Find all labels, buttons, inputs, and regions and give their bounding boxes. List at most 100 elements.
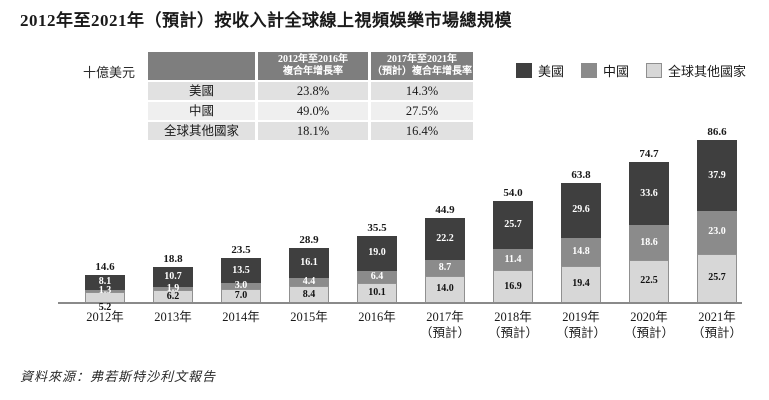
bar-segment-value: 10.1 [368,287,386,299]
x-axis-line [58,302,742,304]
bar-segment-ot: 5.2 [85,292,125,313]
x-axis-tick-label: 2016年 [343,309,411,325]
bar-segment-us: 22.2 [425,218,465,260]
bar-segment-value: 37.9 [708,169,726,181]
table-value-cell: 18.1% [258,122,368,140]
bar-segment-ot: 7.0 [221,288,261,302]
bar-segment-value: 25.7 [504,219,522,231]
bar-segment-value: 11.4 [504,253,522,265]
bar-segment-ot: 19.4 [561,265,601,302]
forecast-label: （預計） [487,326,538,340]
bar-segment-value: 8.1 [98,276,112,288]
year-label: 2015年 [290,310,328,324]
table-value-cell: 14.3% [371,82,473,100]
bar-total-label: 86.6 [707,126,727,139]
forecast-label: （預計） [419,326,470,340]
bar-total-label: 44.9 [435,204,455,217]
bar-total-label: 18.8 [163,252,183,265]
bar-segment-value: 4.4 [302,276,316,288]
bar-segment-us: 33.6 [629,162,669,226]
bar-segment-value: 3.0 [234,280,248,292]
bar-segment-value: 19.4 [572,278,590,290]
bar-segment-ot: 6.2 [153,290,193,302]
table-value-cell: 23.8% [258,82,368,100]
stacked-bar-2018年: 54.0 25.7 11.4 16.9 [479,188,547,302]
stacked-bar-2012年: 14.6 8.1 1.3 5.2 [71,260,139,313]
bar-segment-ot: 16.9 [493,270,533,302]
table-value-cell: 16.4% [371,122,473,140]
bar-total-label: 28.9 [299,233,319,246]
bar-segment-us: 16.1 [289,247,329,279]
chart-legend: 美國 中國 全球其他國家 [516,61,746,80]
cagr-table: 2012年至2016年 複合年增長率 2017年至2021年 （預計）複合年增長率 美國… [148,52,473,140]
x-axis-tick-label: 2020年 （預計） [615,309,683,341]
forecast-label: （預計） [555,326,606,340]
legend-label: 全球其他國家 [668,64,747,79]
stacked-bar-2013年: 18.8 10.7 1.9 6.2 [139,252,207,302]
bar-segment-value: 14.8 [572,245,590,257]
table-value-cell: 27.5% [371,102,473,120]
table-row-label: 美國 [148,82,255,100]
bar-segment-cn: 1.9 [153,283,193,293]
table-corner-cell [148,52,255,80]
bar-segment-cn: 4.4 [289,276,329,288]
legend-label: 美國 [538,64,565,79]
bar-segment-value: 23.0 [708,226,726,238]
table-value-cell: 49.0% [258,102,368,120]
bar-segment-us: 25.7 [493,201,533,250]
bar-segment-value: 25.7 [708,272,726,284]
bar-segment-cn: 11.4 [493,249,533,271]
legend-swatch-cn [581,63,598,78]
stacked-bar-2015年: 28.9 16.1 4.4 8.4 [275,233,343,302]
bar-segment-value: 19.0 [368,247,386,259]
bar-segment-cn: 6.4 [357,271,397,284]
bar-segment-value: 8.7 [438,261,452,273]
bar-segment-cn: 23.0 [697,210,737,254]
bar-segment-value: 6.2 [166,290,180,302]
legend-label: 中國 [603,64,630,79]
legend-swatch-us [516,63,532,78]
bar-segment-value: 8.4 [302,288,316,300]
bar-total-label: 35.5 [367,221,387,234]
x-axis-tick-label: 2021年 （預計） [683,309,751,341]
bar-total-label: 23.5 [231,244,251,257]
bar-segment-value: 18.6 [640,236,658,248]
stacked-bar-2021年: 86.6 37.9 23.0 25.7 [683,127,751,302]
legend-item-ot: 全球其他國家 [646,61,746,80]
bar-segment-ot: 10.1 [357,283,397,302]
table-row-label: 全球其他國家 [148,122,255,140]
bar-segment-value: 1.3 [98,285,112,297]
year-label: 2014年 [222,310,260,324]
bar-segment-value: 22.5 [640,275,658,287]
bar-segment-value: 6.4 [370,271,384,283]
bar-segment-value: 16.9 [504,280,522,292]
bar-segment-ot: 25.7 [697,253,737,302]
bar-segment-value: 13.5 [232,264,250,276]
x-axis-tick-label: 2014年 [207,309,275,325]
bar-total-label: 14.6 [95,260,115,273]
bar-segment-value: 14.0 [436,283,454,295]
bar-segment-cn: 14.8 [561,238,601,266]
bar-total-label: 74.7 [639,148,659,161]
bar-segment-value: 33.6 [640,187,658,199]
legend-swatch-ot [646,63,663,78]
chart-title: 2012年至2021年（預計）按收入計全球線上視頻娛樂市場總規模 [20,11,512,30]
forecast-label: （預計） [623,326,674,340]
bar-segment-us: 19.0 [357,235,397,272]
year-label: 2021年 [698,310,736,324]
bar-segment-cn: 18.6 [629,225,669,260]
bar-segment-value: 5.2 [98,302,112,313]
bar-segment-value: 10.7 [164,270,182,282]
x-axis-tick-label: 2012年 [71,309,139,325]
bar-segment-cn: 3.0 [221,280,261,292]
x-axis-tick-label: 2019年 （預計） [547,309,615,341]
legend-item-us: 美國 [516,61,564,80]
bar-segment-ot: 14.0 [425,275,465,302]
legend-item-cn: 中國 [581,61,629,80]
stacked-bar-2020年: 74.7 33.6 18.6 22.5 [615,149,683,302]
forecast-label: （預計） [691,326,742,340]
bar-segment-ot: 22.5 [629,259,669,302]
table-row-label: 中國 [148,102,255,120]
bar-segment-value: 29.6 [572,204,590,216]
